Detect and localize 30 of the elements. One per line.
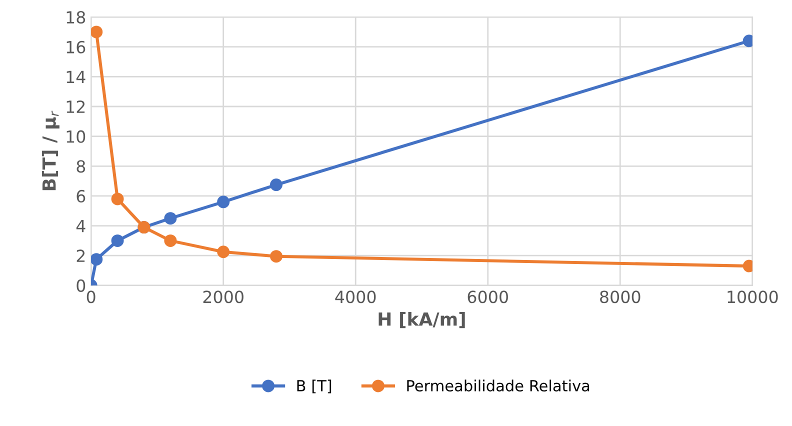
point: [217, 196, 230, 208]
x-tick-label: 8000: [600, 290, 640, 304]
x-axis-title: H [kA/m]: [378, 312, 465, 328]
x-tick-label: 10000: [728, 290, 778, 304]
y-tick-label: 6: [76, 190, 86, 203]
x-tick-label: 6000: [468, 290, 508, 304]
y-axis-title: B[T] / μ$_{r}$: [42, 110, 60, 190]
legend-label: B [T]: [297, 380, 332, 394]
x-tick-label: 2000: [203, 290, 244, 304]
y-tick-label: 18: [66, 11, 86, 24]
point: [91, 253, 103, 266]
point: [91, 26, 103, 38]
point: [164, 234, 177, 247]
point: [217, 246, 230, 258]
y-tick-label: 10: [66, 130, 86, 143]
y-tick-label: 12: [66, 100, 85, 113]
y-tick-label: 0: [76, 279, 86, 292]
point: [270, 178, 282, 192]
x-tick-label: 0: [86, 290, 96, 304]
y-tick-label: 4: [76, 220, 86, 232]
point: [270, 250, 282, 263]
point: [111, 192, 124, 206]
point: [111, 234, 124, 247]
y-tick-label: 16: [66, 40, 86, 54]
legend-label: Permeabilidade Relativa: [407, 380, 590, 392]
x-tick-label: 4000: [335, 290, 376, 304]
y-tick-label: 14: [66, 70, 86, 84]
y-tick-label: 8: [76, 160, 86, 173]
y-tick-label: 2: [76, 250, 85, 262]
point: [164, 212, 177, 225]
